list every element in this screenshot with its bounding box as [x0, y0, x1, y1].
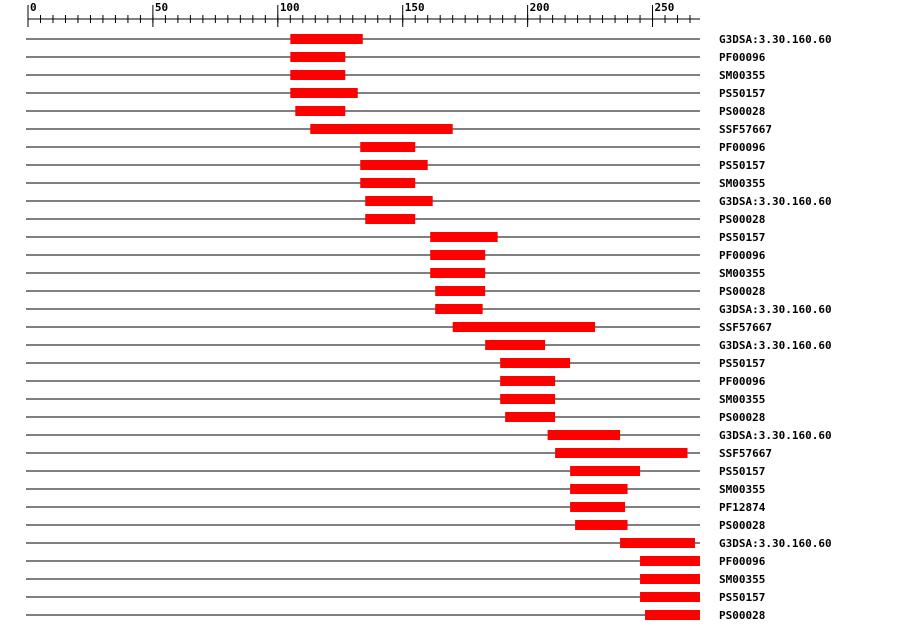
row-label: PS00028 — [719, 609, 765, 622]
domain-bar — [570, 466, 641, 476]
row-label: PF00096 — [719, 249, 766, 262]
domain-bar — [485, 340, 546, 350]
row-label: SM00355 — [719, 573, 765, 586]
domain-bar — [640, 574, 700, 584]
domain-bar — [570, 484, 628, 494]
domain-bar — [360, 142, 416, 152]
domain-bar — [290, 70, 346, 80]
domain-bar — [430, 250, 486, 260]
row-label: G3DSA:3.30.160.60 — [719, 429, 832, 442]
row-label: PS50157 — [719, 159, 765, 172]
domain-bar — [452, 322, 596, 332]
row-label: PF00096 — [719, 51, 766, 64]
row-label: PS00028 — [719, 411, 765, 424]
row-label: G3DSA:3.30.160.60 — [719, 33, 832, 46]
domain-bar — [620, 538, 696, 548]
row-label: SSF57667 — [719, 123, 772, 136]
x-tick-label: 250 — [655, 1, 675, 14]
domain-bar — [295, 106, 346, 116]
row-label: PS50157 — [719, 357, 765, 370]
domain-bar — [365, 214, 416, 224]
row-label: PS00028 — [719, 105, 765, 118]
domain-bar — [365, 196, 433, 206]
domain-bar — [360, 160, 428, 170]
row-label: PS00028 — [719, 213, 765, 226]
domain-bar — [645, 610, 700, 620]
domain-bar — [555, 448, 688, 458]
domain-bar — [360, 178, 416, 188]
row-label: PS00028 — [719, 285, 765, 298]
row-label: PS50157 — [719, 465, 765, 478]
row-label: SM00355 — [719, 393, 765, 406]
x-tick-label: 200 — [530, 1, 550, 14]
domain-bar — [500, 358, 571, 368]
domain-bar — [310, 124, 453, 134]
x-tick-label: 100 — [280, 1, 300, 14]
row-label: PF12874 — [719, 501, 766, 514]
domain-bar — [290, 88, 358, 98]
x-tick-label: 0 — [30, 1, 37, 14]
x-tick-label: 150 — [405, 1, 425, 14]
domain-bar — [640, 556, 700, 566]
row-label: G3DSA:3.30.160.60 — [719, 339, 832, 352]
row-label: SM00355 — [719, 69, 765, 82]
row-label: PF00096 — [719, 555, 766, 568]
domain-bar — [290, 34, 363, 44]
row-label: G3DSA:3.30.160.60 — [719, 303, 832, 316]
row-label: G3DSA:3.30.160.60 — [719, 195, 832, 208]
domain-bar — [570, 502, 626, 512]
row-label: PS50157 — [719, 87, 765, 100]
domain-bar — [430, 268, 486, 278]
row-label: PF00096 — [719, 375, 766, 388]
domain-bar — [430, 232, 498, 242]
domain-bar — [435, 286, 486, 296]
domain-bar — [640, 592, 700, 602]
x-tick-label: 50 — [155, 1, 168, 14]
domain-bar — [500, 376, 556, 386]
row-label: PS50157 — [719, 591, 765, 604]
domain-bar — [505, 412, 556, 422]
row-label: SSF57667 — [719, 321, 772, 334]
domain-bar — [435, 304, 483, 314]
domain-bar — [575, 520, 628, 530]
row-label: SSF57667 — [719, 447, 772, 460]
row-label: PF00096 — [719, 141, 766, 154]
row-label: G3DSA:3.30.160.60 — [719, 537, 832, 550]
row-label: SM00355 — [719, 267, 765, 280]
row-label: SM00355 — [719, 483, 765, 496]
domain-bar — [500, 394, 556, 404]
row-label: SM00355 — [719, 177, 765, 190]
row-label: PS00028 — [719, 519, 765, 532]
row-label: PS50157 — [719, 231, 765, 244]
domain-bar — [290, 52, 346, 62]
domain-bar — [547, 430, 621, 440]
